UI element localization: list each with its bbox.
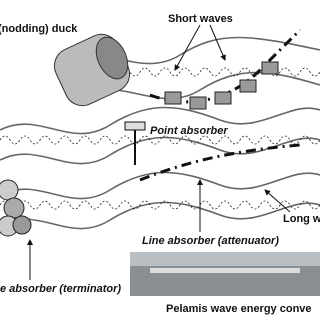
label: Line absorber (attenuator) (142, 235, 279, 247)
short-wave-devices (149, 28, 302, 110)
duck-device (53, 33, 131, 107)
photo-device (150, 268, 300, 273)
terminator-device (0, 179, 32, 237)
arrows (27, 24, 291, 280)
label: (nodding) duck (0, 23, 78, 35)
label: Pelamis wave energy conve (166, 303, 312, 315)
label: Long w (283, 213, 320, 225)
label: Short waves (168, 13, 233, 25)
point-absorber (124, 121, 146, 165)
photo-sky (130, 252, 320, 266)
label: e absorber (terminator) (0, 283, 121, 295)
label: Point absorber (150, 125, 228, 137)
